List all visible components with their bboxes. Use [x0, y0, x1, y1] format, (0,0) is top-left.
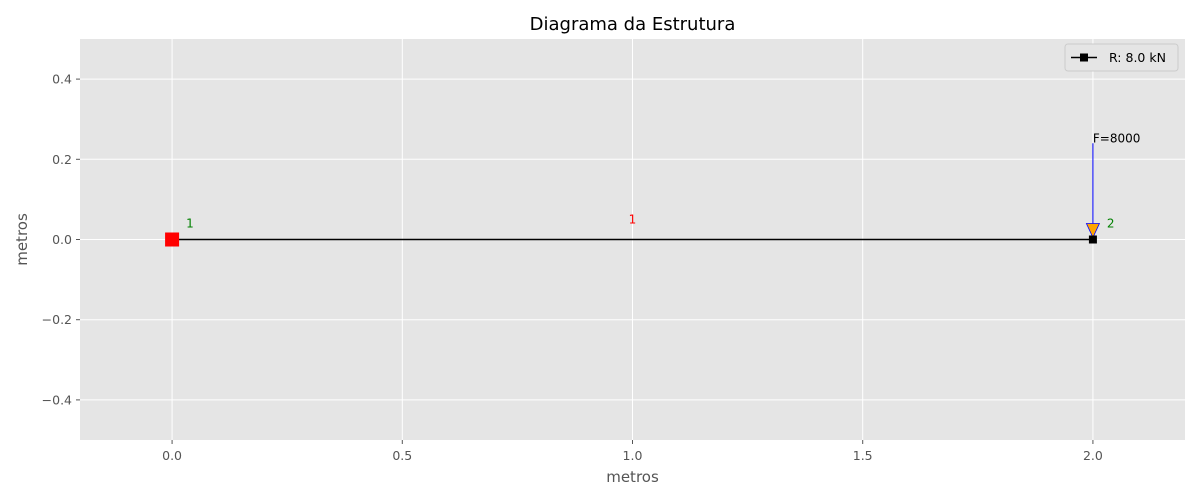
- element-label: 1: [629, 212, 637, 226]
- ticks: 0.0 0.5 1.0 1.5 2.0 −0.4 −0.2 0.0 0.2 0.4: [42, 72, 1103, 463]
- node-label: 1: [186, 217, 194, 231]
- x-tick-label: 1.0: [623, 448, 643, 463]
- legend-box: [1064, 43, 1179, 72]
- x-axis-label: metros: [606, 468, 659, 486]
- x-tick-label: 0.0: [162, 448, 182, 463]
- x-tick-label: 2.0: [1083, 448, 1103, 463]
- legend-label: R: 8.0 kN: [1109, 50, 1166, 65]
- node-marker: [1088, 235, 1097, 244]
- x-tick-label: 1.5: [853, 448, 873, 463]
- legend-marker: [1080, 53, 1088, 62]
- load-label: F=8000: [1093, 131, 1141, 145]
- node-label: 2: [1107, 217, 1115, 231]
- y-tick-label: 0.4: [52, 72, 72, 87]
- loads-layer: F=8000: [1085, 131, 1141, 239]
- y-tick-label: −0.4: [42, 392, 72, 407]
- y-axis-label: metros: [13, 213, 31, 266]
- legend: R: 8.0 kN: [1064, 43, 1179, 72]
- x-tick-label: 0.5: [392, 448, 412, 463]
- y-tick-label: 0.0: [52, 232, 72, 247]
- y-tick-label: −0.2: [42, 312, 72, 327]
- load-arrow-head: [1085, 223, 1101, 239]
- elements-layer: 1: [172, 212, 1093, 241]
- y-tick-label: 0.2: [52, 152, 72, 167]
- chart-title: Diagrama da Estrutura: [530, 14, 736, 35]
- node-marker: [165, 232, 180, 247]
